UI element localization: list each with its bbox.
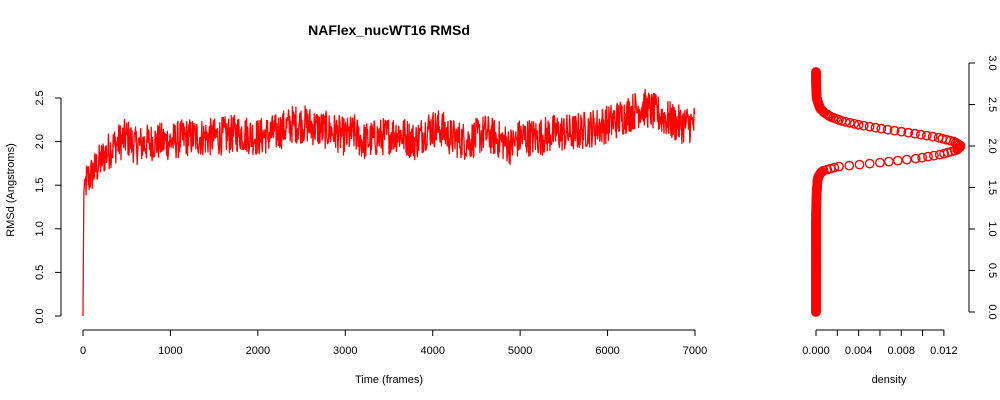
x-tick-label: 1000 bbox=[158, 345, 182, 357]
density-point bbox=[829, 162, 840, 173]
density-point bbox=[903, 127, 914, 138]
density-point bbox=[816, 167, 826, 178]
main-x-axis: 0 1000 2000 3000 4000 5000 6000 7000 bbox=[80, 329, 707, 357]
density-point bbox=[927, 131, 938, 142]
density-point bbox=[864, 121, 875, 132]
x-axis-label: Time (frames) bbox=[355, 374, 423, 386]
y-axis-label: RMSd (Angstroms) bbox=[5, 143, 17, 237]
density-x-axis-label: density bbox=[872, 374, 907, 386]
density-point bbox=[817, 166, 827, 177]
density-point bbox=[892, 155, 903, 166]
density-point bbox=[910, 128, 920, 139]
y-tick-label: 0.5 bbox=[34, 265, 46, 280]
x-tick-label: 6000 bbox=[595, 345, 619, 357]
density-x-axis: 0.000 0.004 0.008 0.012 bbox=[802, 329, 958, 357]
density-point bbox=[929, 150, 939, 161]
density-point bbox=[864, 158, 875, 169]
density-point bbox=[875, 157, 885, 168]
density-points bbox=[811, 67, 966, 317]
density-point bbox=[937, 133, 948, 144]
density-y-tick-label: 3.0 bbox=[986, 55, 998, 70]
density-point bbox=[921, 130, 932, 141]
density-point bbox=[876, 123, 887, 134]
rmsd-density-plot: 0.000 0.004 0.008 0.012 0.0 0.5 1.0 1.5 2.0 2.5 3… bbox=[802, 55, 998, 386]
density-x-tick-label: 0.012 bbox=[930, 345, 958, 357]
density-point bbox=[870, 122, 881, 133]
main-y-axis: 0.0 0.5 1.0 1.5 2.0 2.5 bbox=[34, 90, 62, 324]
density-point bbox=[910, 153, 921, 164]
rmsd-line-plot: 0 1000 2000 3000 4000 5000 6000 7000 0.0 0.5 1.0 1… bbox=[5, 88, 707, 386]
density-point bbox=[811, 67, 821, 77]
density-point bbox=[882, 124, 893, 135]
y-tick-label: 1.0 bbox=[34, 221, 46, 236]
y-tick-label: 2.5 bbox=[34, 90, 46, 105]
density-point bbox=[854, 159, 865, 170]
density-point bbox=[933, 132, 944, 143]
density-point bbox=[889, 125, 900, 136]
density-point bbox=[853, 119, 864, 130]
x-tick-label: 3000 bbox=[333, 345, 357, 357]
x-tick-label: 2000 bbox=[246, 345, 270, 357]
rmsd-series-line bbox=[82, 88, 696, 317]
density-point bbox=[896, 126, 907, 137]
density-y-axis: 0.0 0.5 1.0 1.5 2.0 2.5 3.0 bbox=[968, 55, 998, 320]
density-x-tick-label: 0.004 bbox=[845, 345, 873, 357]
density-point bbox=[834, 161, 844, 172]
density-point bbox=[916, 129, 926, 140]
density-point bbox=[953, 143, 964, 154]
density-y-tick-label: 0.0 bbox=[986, 304, 998, 319]
x-tick-label: 4000 bbox=[420, 345, 444, 357]
density-y-tick-label: 2.0 bbox=[986, 138, 998, 153]
x-tick-label: 0 bbox=[80, 345, 86, 357]
density-point bbox=[840, 116, 851, 127]
density-point bbox=[858, 120, 869, 131]
y-tick-label: 0.0 bbox=[34, 308, 46, 323]
chart-title: NAFlex_nucWT16 RMSd bbox=[308, 22, 470, 38]
density-point bbox=[849, 118, 860, 129]
density-y-tick-label: 1.0 bbox=[986, 221, 998, 236]
density-y-tick-label: 1.5 bbox=[986, 180, 998, 195]
density-y-tick-label: 0.5 bbox=[986, 263, 998, 278]
density-point bbox=[917, 152, 927, 163]
density-point bbox=[844, 160, 855, 171]
density-x-tick-label: 0.000 bbox=[802, 345, 830, 357]
x-tick-label: 7000 bbox=[683, 345, 707, 357]
y-tick-label: 2.0 bbox=[34, 134, 46, 149]
density-point bbox=[923, 151, 933, 162]
density-x-tick-label: 0.008 bbox=[887, 345, 915, 357]
y-tick-label: 1.5 bbox=[34, 178, 46, 193]
density-y-tick-label: 2.5 bbox=[986, 97, 998, 112]
x-tick-label: 5000 bbox=[508, 345, 532, 357]
